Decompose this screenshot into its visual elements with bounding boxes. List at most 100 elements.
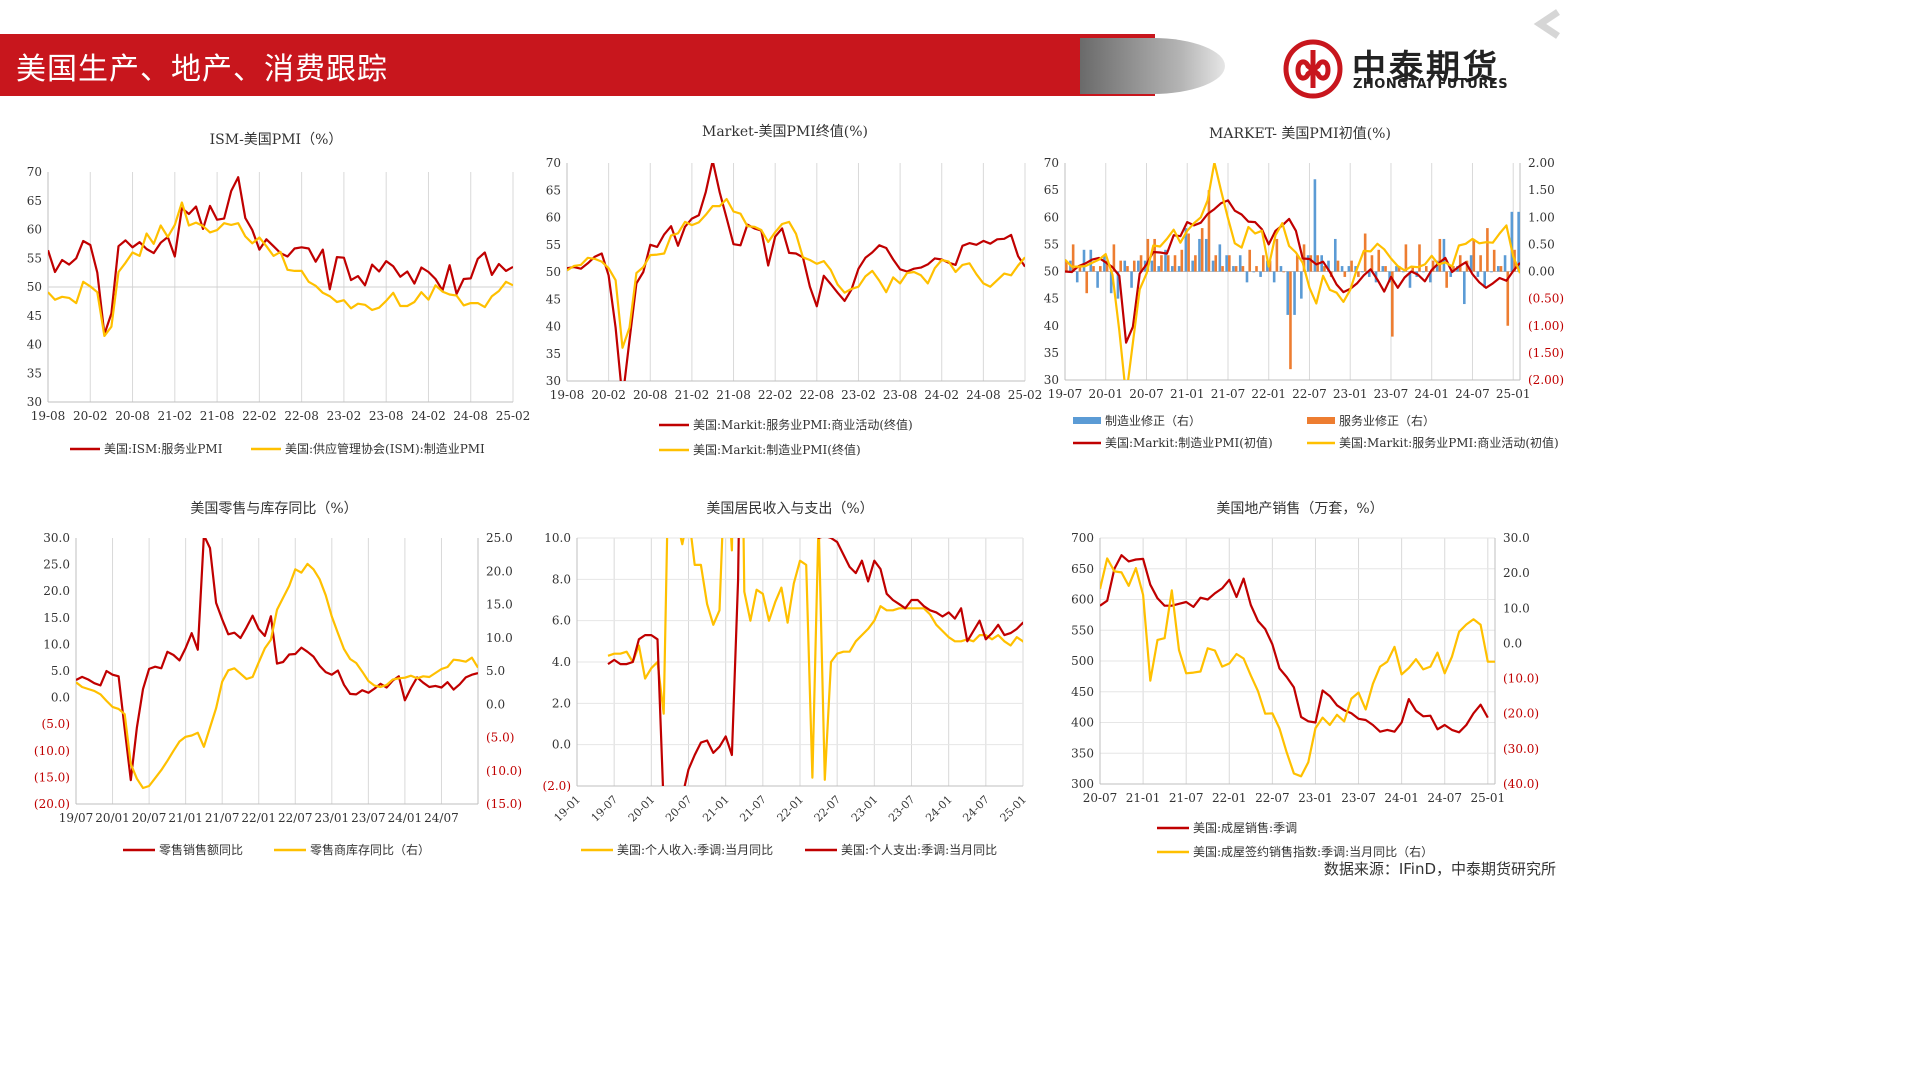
bar: [1116, 271, 1120, 299]
y-tick-label: 60: [546, 211, 561, 225]
x-tick-label: 19-08: [31, 409, 66, 423]
bar: [1078, 266, 1082, 272]
y-tick-label: 70: [27, 165, 42, 179]
y-tick-label: (15.0): [34, 770, 70, 784]
y-tick-label: 65: [27, 194, 42, 208]
bar: [1096, 271, 1099, 288]
x-tick-label: 21-07: [1169, 791, 1204, 805]
bar: [1458, 255, 1462, 272]
series-line-1: [1100, 557, 1495, 778]
x-tick-label: 25-01: [998, 793, 1030, 825]
x-tick-label: 23-08: [883, 388, 918, 402]
page-title: 美国生产、地产、消费跟踪: [16, 52, 388, 87]
series-line-1: [48, 201, 513, 337]
x-tick-label: 25-01: [1471, 791, 1506, 805]
x-tick-label: 20/07: [132, 811, 167, 825]
x-tick-label: 24/07: [424, 811, 459, 825]
x-tick-label: 19-01: [552, 793, 584, 825]
series-group: [1065, 163, 1520, 380]
bar: [1153, 238, 1156, 272]
y-tick-label: 55: [1044, 237, 1059, 251]
x-tick-label: 23-02: [327, 409, 362, 423]
x-tick-label: 24-07: [1427, 791, 1462, 805]
legend-label: 美国:成屋销售:季调: [1193, 820, 1297, 835]
bar: [1367, 271, 1371, 277]
bar: [1082, 249, 1086, 272]
y-right-tick-label: (40.0): [1503, 777, 1539, 791]
y-right-tick-label: 1.50: [1528, 183, 1555, 197]
y-tick-label: 650: [1071, 562, 1094, 576]
y-tick-label: (10.0): [34, 744, 70, 758]
y-tick-label: 0.0: [51, 691, 70, 705]
bar: [1445, 271, 1448, 288]
bar: [1085, 271, 1089, 294]
x-tick-label: 22-01: [775, 793, 807, 825]
y-right-tick-label: (20.0): [1503, 707, 1539, 721]
y-right-tick-label: 10.0: [1503, 601, 1530, 615]
x-tick-label: 22-07: [1292, 387, 1327, 401]
legend-label: 零售销售额同比: [159, 842, 243, 857]
series-line-0: [48, 176, 513, 336]
bar: [1184, 228, 1188, 272]
y-right-tick-label: 0.0: [1503, 636, 1522, 650]
bar-group: [1065, 179, 1520, 370]
legend-label: 美国:个人收入:季调:当月同比: [617, 843, 773, 857]
x-tick-label: 21-07: [737, 793, 769, 825]
bar: [1130, 271, 1133, 288]
source-note: 数据来源：IFinD，中泰期货研究所: [1323, 860, 1556, 878]
bar: [1381, 266, 1385, 272]
bar: [1160, 255, 1163, 272]
y-tick-label: 300: [1071, 777, 1094, 791]
bar: [1397, 266, 1401, 272]
y-tick-label: 50: [1044, 265, 1059, 279]
x-tick-label: 20/01: [95, 811, 130, 825]
x-tick-label: 24-01: [1384, 791, 1419, 805]
y-tick-label: 60: [1044, 210, 1059, 224]
y-tick-label: 10.0: [544, 531, 571, 545]
y-tick-label: 35: [1044, 346, 1059, 360]
bar: [1241, 266, 1245, 272]
y-tick-label: 40: [1044, 319, 1059, 333]
y-tick-label: 55: [27, 251, 42, 265]
x-tick-label: 24-08: [966, 388, 1001, 402]
x-tick-label: 20-01: [1088, 387, 1123, 401]
header-bar: [0, 34, 1155, 96]
y-tick-label: 550: [1071, 623, 1094, 637]
bar: [1350, 260, 1353, 272]
x-tick-label: 21-01: [700, 793, 732, 825]
y-tick-label: 35: [27, 366, 42, 380]
bar: [1496, 266, 1500, 272]
bar: [1207, 190, 1211, 272]
legend-swatch: [1307, 417, 1335, 424]
bar: [1099, 266, 1102, 272]
bar: [1232, 266, 1235, 272]
x-tick-label: 24/01: [388, 811, 423, 825]
x-tick-label: 22-02: [242, 409, 277, 423]
y-tick-label: 40: [27, 338, 42, 352]
x-tick-label: 23/01: [315, 811, 350, 825]
y-right-tick-label: (1.00): [1528, 319, 1564, 333]
x-tick-label: 20-01: [626, 793, 658, 825]
bar: [1071, 244, 1075, 272]
bar: [1150, 260, 1154, 272]
bar: [1126, 266, 1129, 272]
bar: [1510, 211, 1514, 272]
bar: [1300, 271, 1303, 299]
y-tick-label: 8.0: [552, 572, 571, 586]
x-tick-label: 20-02: [591, 388, 626, 402]
bar: [1469, 255, 1473, 272]
legend-label: 美国:成屋签约销售指数:季调:当月同比（右）: [1193, 844, 1433, 859]
y-tick-label: 500: [1071, 654, 1094, 668]
series-line-1: [1065, 163, 1520, 380]
legend-label: 美国:ISM:服务业PMI: [104, 441, 223, 456]
y-tick-label: 400: [1071, 716, 1094, 730]
series-line-0: [607, 538, 1023, 781]
y-tick-label: 30: [1044, 373, 1059, 387]
y-tick-label: 55: [546, 238, 561, 252]
bar: [1442, 238, 1446, 272]
bar: [1157, 266, 1161, 272]
chart-title: Market-美国PMI终值(%): [702, 124, 868, 140]
y-right-tick-label: 0.50: [1528, 237, 1555, 251]
x-tick-label: 23/07: [351, 811, 386, 825]
bar: [1214, 255, 1218, 272]
